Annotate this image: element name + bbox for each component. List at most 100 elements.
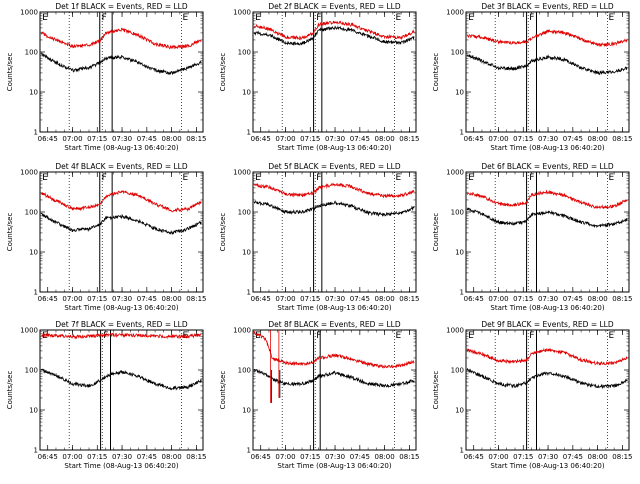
y-tick-label: 100 [451, 209, 464, 217]
x-tick-label: 07:15 [300, 135, 320, 143]
x-tick-label: 08:00 [375, 135, 395, 143]
y-tick-label: 1 [34, 447, 38, 455]
chart-panel-1: Det 1f BLACK = Events, RED = LLD 1 10 100 10… [6, 2, 206, 152]
y-tick-label: 1000 [446, 9, 464, 17]
chart-title: Det 9f BLACK = Events, RED = LLD [481, 320, 614, 329]
lld-series-line [467, 189, 628, 210]
plot-frame [39, 329, 204, 451]
plot-frame [252, 171, 417, 293]
event-marker-label: E [609, 173, 615, 183]
y-tick-label: 100 [238, 367, 251, 375]
x-tick-label: 08:15 [399, 295, 419, 303]
x-axis-label: Start Time (08-Aug-13 06:40:20) [64, 304, 178, 312]
x-tick-label: 07:45 [563, 295, 583, 303]
x-tick-label: 08:00 [162, 453, 182, 461]
events-series-line [466, 53, 628, 76]
event-marker-label: F [102, 173, 107, 183]
x-tick-label: 07:45 [350, 135, 370, 143]
plot-frame [39, 11, 204, 133]
x-tick-label: 07:00 [62, 453, 82, 461]
event-marker-label: E [468, 173, 474, 183]
x-tick-label: 08:15 [612, 295, 632, 303]
x-tick-label: 07:30 [112, 295, 132, 303]
x-tick-label: 07:45 [563, 135, 583, 143]
x-tick-label: 08:00 [162, 295, 182, 303]
event-marker-label: F [102, 13, 107, 23]
chart-title: Det 3f BLACK = Events, RED = LLD [481, 2, 614, 11]
x-axis-label: Start Time (08-Aug-13 06:40:20) [277, 462, 391, 470]
x-tick-label: 08:15 [186, 135, 206, 143]
x-tick-label: 07:00 [275, 295, 295, 303]
x-tick-label: 07:00 [62, 295, 82, 303]
x-tick-label: 07:00 [488, 453, 508, 461]
y-axis-label: Counts/sec [219, 53, 227, 92]
x-tick-label: 07:30 [325, 453, 345, 461]
x-tick-label: 07:15 [300, 295, 320, 303]
chart-panel-8: Det 8f BLACK = Events, RED = LLD 1 10 100 10… [219, 320, 419, 470]
chart-panel-4: Det 4f BLACK = Events, RED = LLD 1 10 100 10… [6, 162, 206, 312]
x-tick-label: 06:45 [38, 453, 58, 461]
x-tick-label: 08:00 [375, 453, 395, 461]
y-tick-label: 10 [29, 89, 38, 97]
y-tick-label: 10 [29, 407, 38, 415]
event-marker-label: E [396, 331, 402, 341]
y-tick-label: 1 [247, 129, 251, 137]
event-marker-label: F [529, 331, 534, 341]
event-marker-label: F [316, 331, 321, 341]
x-tick-label: 08:00 [588, 295, 608, 303]
event-marker-label: E [255, 13, 261, 23]
chart-panel-2: Det 2f BLACK = Events, RED = LLD 1 10 100 10… [219, 2, 419, 152]
y-tick-label: 1000 [446, 169, 464, 177]
x-tick-label: 07:45 [350, 295, 370, 303]
x-axis-label: Start Time (08-Aug-13 06:40:20) [490, 304, 604, 312]
lld-series-line [466, 347, 628, 366]
x-axis-label: Start Time (08-Aug-13 06:40:20) [64, 462, 178, 470]
y-tick-label: 1 [460, 289, 464, 297]
x-tick-label: 07:30 [538, 295, 558, 303]
lld-series-line [41, 27, 202, 50]
event-marker-label: E [468, 13, 474, 23]
event-marker-label: E [255, 331, 261, 341]
y-tick-label: 100 [451, 367, 464, 375]
x-tick-label: 07:15 [513, 135, 533, 143]
y-tick-label: 1 [247, 447, 251, 455]
x-tick-label: 08:15 [186, 453, 206, 461]
y-tick-label: 1000 [20, 169, 38, 177]
events-series-line [40, 368, 202, 391]
x-tick-label: 06:45 [464, 453, 484, 461]
chart-panel-7: Det 7f BLACK = Events, RED = LLD 1 10 100 10… [6, 320, 206, 470]
event-marker-label: E [468, 331, 474, 341]
x-tick-label: 07:30 [325, 135, 345, 143]
lld-series-line [40, 190, 202, 213]
x-tick-label: 07:15 [87, 135, 107, 143]
event-marker-label: F [529, 173, 534, 183]
event-marker-label: E [609, 331, 615, 341]
chart-title: Det 5f BLACK = Events, RED = LLD [268, 162, 401, 171]
y-tick-label: 1000 [20, 327, 38, 335]
x-tick-label: 07:30 [538, 453, 558, 461]
y-tick-label: 1 [247, 289, 251, 297]
events-series-line [466, 367, 628, 390]
x-tick-label: 06:45 [38, 295, 58, 303]
y-tick-label: 1000 [446, 327, 464, 335]
events-series-line [466, 207, 628, 229]
x-tick-label: 07:45 [350, 453, 370, 461]
plot-frame [252, 11, 417, 133]
x-tick-label: 07:15 [300, 453, 320, 461]
x-tick-label: 08:00 [588, 135, 608, 143]
y-axis-label: Counts/sec [432, 371, 440, 410]
event-marker-label: E [183, 13, 189, 23]
y-tick-label: 100 [238, 49, 251, 57]
y-axis-label: Counts/sec [6, 53, 14, 92]
chart-title: Det 6f BLACK = Events, RED = LLD [481, 162, 614, 171]
y-tick-label: 10 [455, 249, 464, 257]
x-tick-label: 07:45 [563, 453, 583, 461]
event-marker-label: E [396, 13, 402, 23]
y-axis-label: Counts/sec [6, 213, 14, 252]
x-tick-label: 08:00 [375, 295, 395, 303]
x-axis-label: Start Time (08-Aug-13 06:40:20) [64, 144, 178, 152]
x-tick-label: 07:15 [513, 295, 533, 303]
x-tick-label: 06:45 [251, 453, 271, 461]
